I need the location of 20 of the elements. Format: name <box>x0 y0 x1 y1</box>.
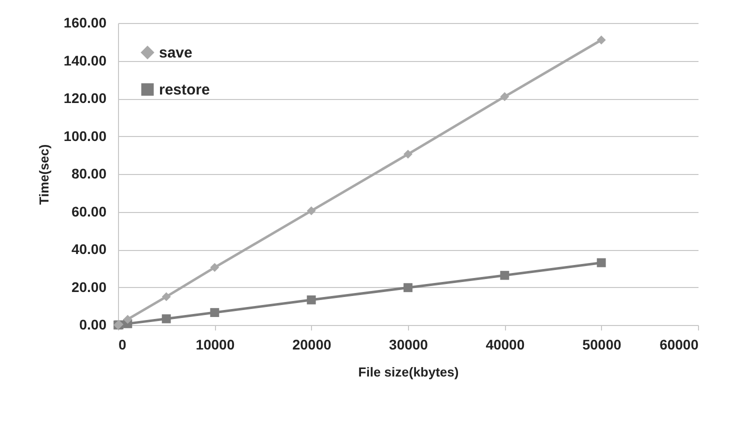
y-tick-label: 160.00 <box>64 14 107 30</box>
x-tick-label: 30000 <box>389 336 428 352</box>
y-tick-label: 100.00 <box>64 128 107 144</box>
y-tick-label: 60.00 <box>71 203 107 220</box>
x-tick-label: 50000 <box>582 336 622 352</box>
x-tick-label: 60000 <box>660 336 699 352</box>
y-tick-label: 120.00 <box>64 90 107 106</box>
x-tick-label: 20000 <box>292 336 332 352</box>
x-axis-title: File size(kbytes) <box>358 364 459 380</box>
y-tick-label: 140.00 <box>64 52 107 68</box>
x-tick-label: 10000 <box>196 336 235 352</box>
y-tick-label: 20.00 <box>71 278 107 295</box>
y-tick-label: 0.00 <box>79 316 107 332</box>
legend-label: save <box>159 44 192 62</box>
y-axis-title: Time(sec) <box>36 144 52 205</box>
x-tick-label: 40000 <box>486 336 525 352</box>
x-tick-label: 0 <box>118 336 126 352</box>
legend-label: restore <box>159 82 210 98</box>
y-tick-label: 40.00 <box>71 241 107 257</box>
y-tick-label: 80.00 <box>71 166 107 182</box>
